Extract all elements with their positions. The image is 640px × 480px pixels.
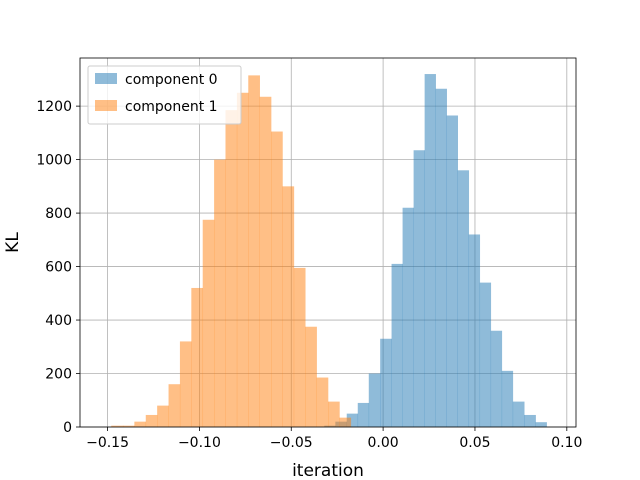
- histogram-bar-component-1: [293, 267, 306, 427]
- legend-label-component-1: component 1: [125, 99, 218, 115]
- histogram-bar-component-1: [191, 287, 204, 427]
- histogram-bar-component-1: [248, 75, 260, 427]
- legend-box: [87, 65, 242, 125]
- histogram-bar-component-1: [271, 131, 283, 428]
- histogram-bar-component-0: [501, 370, 514, 427]
- histogram-bar-component-0: [468, 234, 481, 427]
- histogram-bar-component-1: [225, 110, 238, 428]
- histogram-bar-component-1: [236, 92, 249, 428]
- legend-label-component-0: component 0: [125, 72, 218, 88]
- histogram-bar-component-0: [380, 338, 392, 427]
- x-axis-label: iteration: [292, 461, 364, 480]
- x-tick-label: 0.05: [459, 435, 490, 451]
- histogram-bar-component-0: [490, 330, 503, 427]
- legend-swatch-component-1: [95, 100, 117, 111]
- histogram-bar-component-1: [282, 186, 295, 427]
- histogram-bar-component-1: [339, 417, 352, 427]
- histogram-bar-component-0: [368, 373, 381, 427]
- histogram-bar-component-0: [402, 207, 414, 427]
- histogram-bar-component-1: [259, 96, 272, 428]
- histogram-bar-component-0: [457, 170, 470, 427]
- legend-swatch-component-0: [95, 73, 117, 84]
- histogram-bar-component-0: [524, 414, 536, 427]
- histogram-bar-component-0: [446, 115, 458, 427]
- histogram-bar-component-1: [328, 401, 340, 427]
- histogram-bar-component-0: [424, 74, 436, 427]
- histogram-bar-component-0: [391, 263, 403, 427]
- x-tick-label: 0.00: [368, 435, 399, 451]
- y-tick-label: 800: [45, 206, 72, 222]
- y-axis-label: KL: [3, 232, 23, 253]
- axis-ticks: −0.15 −0.10 −0.05 0.00 0.05 0.10 0 200 400 600 800…: [36, 99, 582, 451]
- histogram-bar-component-1: [122, 425, 135, 427]
- histogram-bar-component-1: [316, 377, 329, 427]
- y-tick-label: 1000: [36, 153, 72, 169]
- plot-area-frame: [79, 57, 577, 428]
- y-tick-label: 600: [45, 260, 72, 276]
- histogram-bars: [111, 74, 547, 428]
- histogram-bar-component-1: [179, 341, 192, 427]
- histogram-bar-component-1: [305, 326, 317, 427]
- histogram-bar-component-0: [535, 422, 547, 427]
- legend: component 0 component 1: [87, 65, 242, 125]
- histogram-bar-component-0: [479, 282, 492, 427]
- histogram-bar-component-1: [134, 421, 147, 427]
- histogram-bar-component-1: [202, 219, 215, 427]
- histogram-bar-component-1: [168, 384, 181, 427]
- histogram-bar-component-1: [214, 159, 226, 427]
- y-tick-label: 200: [45, 367, 72, 383]
- x-tick-label: −0.15: [86, 435, 129, 451]
- histogram-bar-component-0: [413, 150, 425, 427]
- histogram-bar-component-0: [512, 401, 525, 427]
- histogram-bar-component-0: [357, 402, 370, 427]
- y-tick-label: 1200: [36, 99, 72, 115]
- x-tick-label: −0.10: [178, 435, 221, 451]
- histogram-bar-component-0: [435, 88, 447, 427]
- histogram-bar-component-1: [145, 414, 158, 427]
- x-tick-label: −0.05: [270, 435, 313, 451]
- histogram-bar-component-1: [157, 405, 169, 427]
- x-tick-label: 0.10: [551, 435, 582, 451]
- y-tick-label: 400: [45, 313, 72, 329]
- histogram-bar-component-0: [346, 413, 359, 427]
- y-tick-label: 0: [63, 420, 72, 436]
- histogram-bar-component-1: [111, 425, 124, 427]
